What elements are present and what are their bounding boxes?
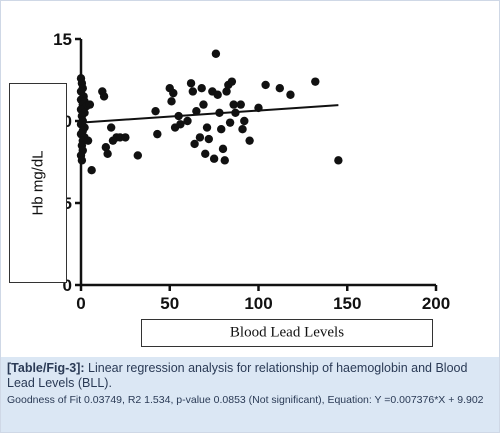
y-tick-label: 15 — [53, 30, 72, 49]
y-tick-label: 5 — [63, 194, 72, 213]
data-point — [229, 100, 238, 109]
data-point — [222, 87, 231, 96]
data-point — [99, 92, 109, 101]
regression-line — [80, 104, 339, 124]
x-axis-label-box: Blood Lead Levels — [141, 319, 433, 347]
data-point — [217, 125, 226, 134]
data-point — [169, 88, 178, 98]
caption-text: Linear regression analysis for relations… — [7, 361, 468, 390]
y-axis-label-box: Hb mg/dL — [9, 83, 67, 283]
data-point — [121, 133, 130, 142]
data-point — [186, 79, 196, 88]
data-point — [188, 87, 198, 96]
data-point — [220, 156, 229, 165]
data-point — [77, 156, 87, 165]
data-point — [183, 116, 192, 126]
caption-stats: Goodness of Fit 0.03749, R2 1.534, p-val… — [7, 394, 484, 406]
data-point — [190, 139, 199, 149]
data-point — [103, 149, 112, 158]
data-point — [286, 90, 295, 99]
data-point — [218, 144, 228, 154]
x-axis-label: Blood Lead Levels — [229, 324, 345, 341]
data-point — [192, 106, 201, 116]
data-point — [204, 134, 213, 144]
data-point — [85, 100, 95, 109]
data-point — [101, 143, 111, 152]
x-tick-label: 50 — [160, 294, 179, 313]
data-point — [209, 154, 219, 163]
data-point — [334, 156, 343, 165]
data-point — [261, 80, 270, 90]
data-point — [202, 123, 212, 132]
data-point — [197, 84, 206, 93]
data-point — [245, 136, 254, 145]
x-tick-label: 200 — [422, 294, 450, 313]
data-point — [83, 136, 93, 145]
data-point — [87, 166, 96, 175]
data-point — [213, 90, 222, 99]
data-point — [225, 118, 235, 127]
y-axis-label: Hb mg/dL — [29, 150, 47, 216]
data-point — [238, 125, 247, 134]
data-point — [195, 133, 205, 142]
data-point — [151, 106, 160, 116]
data-point — [311, 77, 320, 86]
data-point — [211, 49, 221, 58]
data-point — [227, 77, 237, 86]
data-point — [201, 149, 210, 158]
data-point — [236, 100, 245, 109]
data-point — [275, 84, 284, 93]
data-point — [199, 100, 208, 109]
y-tick-label: 0 — [63, 276, 72, 295]
x-tick-label: 150 — [333, 294, 361, 313]
data-point — [133, 151, 142, 160]
caption-ref: [Table/Fig-3]: — [7, 361, 85, 375]
caption-title: [Table/Fig-3]: Linear regression analysi… — [7, 361, 493, 391]
data-point — [176, 120, 185, 129]
x-tick-label: 0 — [76, 294, 85, 313]
x-tick-label: 100 — [244, 294, 272, 313]
data-point — [167, 97, 176, 106]
data-point — [240, 116, 249, 126]
data-point — [106, 123, 116, 132]
data-point — [153, 129, 162, 139]
figure-caption: [Table/Fig-3]: Linear regression analysi… — [1, 357, 499, 432]
